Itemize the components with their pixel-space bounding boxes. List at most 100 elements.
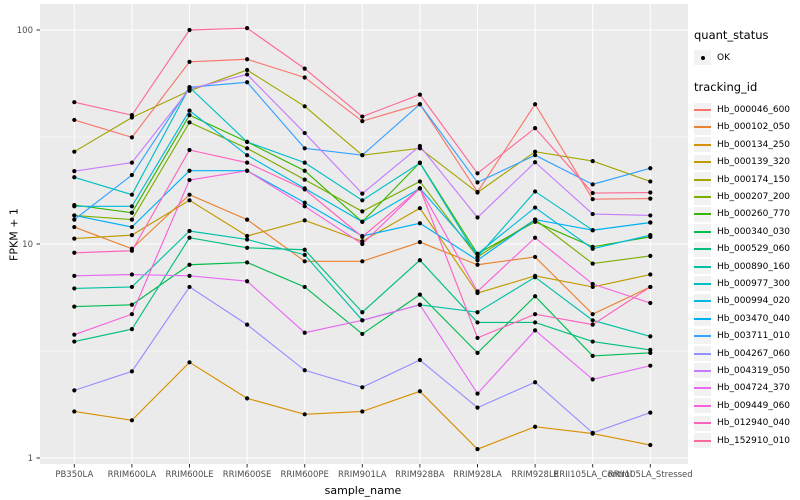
y-tick-label: 1 xyxy=(28,454,33,464)
legend-key-swatch xyxy=(694,276,711,292)
data-point xyxy=(187,86,192,92)
data-point xyxy=(360,331,365,337)
data-point xyxy=(475,262,480,267)
data-point xyxy=(72,217,77,222)
legend: quant_status OK tracking_id Hb_000046_60… xyxy=(694,28,800,449)
data-point xyxy=(360,234,365,239)
data-point xyxy=(72,224,77,230)
data-point xyxy=(129,192,134,197)
data-point xyxy=(187,235,192,240)
data-point xyxy=(187,120,192,125)
data-point xyxy=(533,294,538,299)
data-point xyxy=(72,304,77,309)
legend-key-swatch xyxy=(694,293,711,309)
data-point xyxy=(533,424,538,429)
legend-item-Hb_004267_060: Hb_004267_060 xyxy=(694,345,800,362)
data-point xyxy=(129,113,134,118)
data-point xyxy=(360,318,365,323)
legend-item-Hb_003470_040: Hb_003470_040 xyxy=(694,310,800,327)
data-point xyxy=(187,108,192,113)
data-point xyxy=(302,368,307,373)
data-point xyxy=(360,219,365,224)
data-point xyxy=(302,146,307,151)
data-point xyxy=(245,26,250,31)
data-point xyxy=(245,396,250,401)
data-point xyxy=(187,273,192,278)
x-tick-label: RRIM928BA xyxy=(395,470,445,480)
legend-key-swatch xyxy=(694,259,711,275)
data-point xyxy=(475,289,480,294)
legend-item-Hb_000994_020: Hb_000994_020 xyxy=(694,293,800,310)
legend-key-line xyxy=(694,265,711,268)
data-point xyxy=(590,339,595,344)
data-point xyxy=(590,197,595,202)
data-point xyxy=(590,353,595,358)
point-icon xyxy=(700,55,705,60)
data-point xyxy=(245,168,250,173)
data-point xyxy=(245,260,250,265)
data-point xyxy=(129,327,134,332)
data-point xyxy=(590,182,595,187)
legend-item-label: Hb_000046_600 xyxy=(717,105,791,116)
data-point xyxy=(360,385,365,390)
data-point xyxy=(245,322,250,327)
data-point xyxy=(129,224,134,230)
data-point xyxy=(648,442,653,448)
x-tick-label: RRIM600LA xyxy=(108,470,157,480)
data-point xyxy=(533,380,538,385)
data-point xyxy=(533,189,538,194)
data-point xyxy=(129,312,134,317)
data-point xyxy=(417,240,422,245)
legend-key-line xyxy=(694,126,711,129)
data-point xyxy=(417,160,422,166)
data-point xyxy=(590,158,595,164)
legend-key-line xyxy=(694,369,711,372)
legend-item-label: Hb_003711_010 xyxy=(717,331,791,342)
data-point xyxy=(72,409,77,414)
legend-key-line xyxy=(694,300,711,303)
data-point xyxy=(475,190,480,195)
data-point xyxy=(475,254,480,260)
data-point xyxy=(302,284,307,290)
data-point xyxy=(648,363,653,368)
y-tick-label: 10 xyxy=(22,240,33,250)
y-tick-label: 100 xyxy=(17,26,33,36)
data-point xyxy=(245,139,250,144)
data-point xyxy=(648,300,653,306)
legend-item-label: Hb_152910_010 xyxy=(717,435,791,446)
x-axis-title: sample_name xyxy=(324,484,402,497)
legend-item-Hb_004319_050: Hb_004319_050 xyxy=(694,362,800,379)
data-point xyxy=(417,292,422,297)
data-point xyxy=(302,259,307,264)
legend-item-label: Hb_000134_250 xyxy=(717,139,791,150)
data-point xyxy=(302,330,307,335)
data-point xyxy=(360,114,365,119)
legend-item-label: Hb_004267_060 xyxy=(717,348,791,359)
data-point xyxy=(302,218,307,223)
legend-key-swatch xyxy=(694,380,711,396)
data-point xyxy=(72,286,77,291)
legend-title-tracking-id: tracking_id xyxy=(694,80,758,95)
data-point xyxy=(417,221,422,226)
legend-key-line xyxy=(694,282,711,285)
data-point xyxy=(533,320,538,325)
data-point xyxy=(417,179,422,184)
data-point xyxy=(302,104,307,109)
legend-item-Hb_012940_040: Hb_012940_040 xyxy=(694,414,800,431)
data-point xyxy=(129,233,134,238)
legend-key-swatch xyxy=(694,241,711,257)
data-point xyxy=(648,347,653,352)
legend-item-Hb_000890_160: Hb_000890_160 xyxy=(694,258,800,275)
legend-item-Hb_000207_200: Hb_000207_200 xyxy=(694,188,800,205)
legend-item-Hb_003711_010: Hb_003711_010 xyxy=(694,327,800,344)
data-point xyxy=(245,217,250,222)
data-point xyxy=(129,135,134,140)
legend-key-swatch xyxy=(694,172,711,188)
data-point xyxy=(302,187,307,192)
legend-item-label: Hb_000340_030 xyxy=(717,226,791,237)
legend-key-swatch xyxy=(694,328,711,344)
data-point xyxy=(417,302,422,307)
legend-key-swatch xyxy=(694,311,711,327)
data-point xyxy=(533,153,538,158)
data-point xyxy=(417,357,422,363)
